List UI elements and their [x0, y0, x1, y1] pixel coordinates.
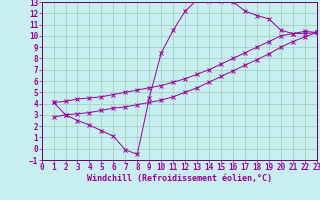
X-axis label: Windchill (Refroidissement éolien,°C): Windchill (Refroidissement éolien,°C)	[87, 174, 272, 183]
